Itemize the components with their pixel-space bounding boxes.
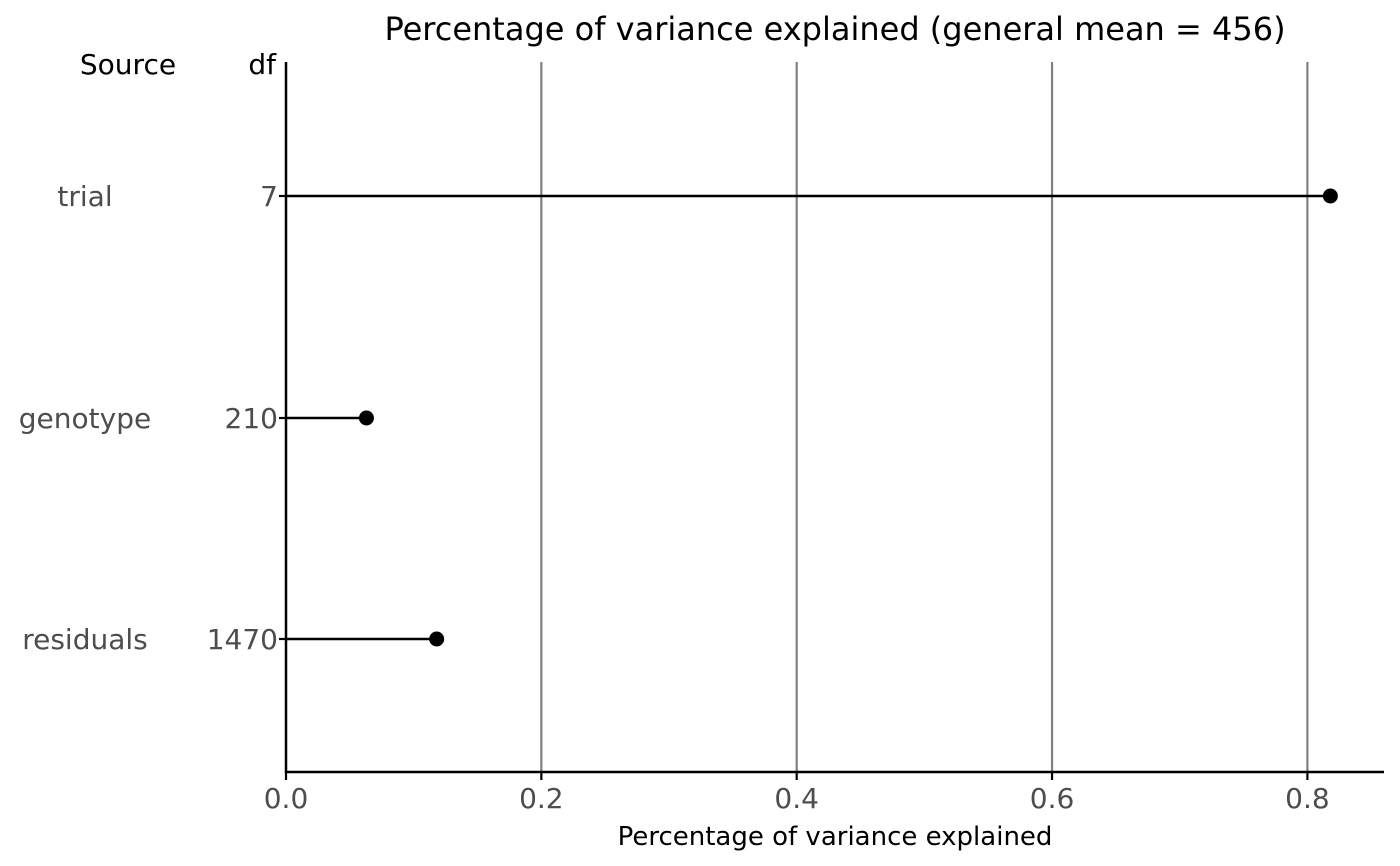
chart-title: Percentage of variance explained (genera… [384, 10, 1285, 48]
x-tick-label: 0.2 [519, 782, 564, 815]
x-tick-label: 0.8 [1285, 782, 1330, 815]
x-tick-label: 0.0 [264, 782, 309, 815]
row-label-df: 210 [225, 402, 278, 435]
axes [284, 62, 1384, 774]
column-header-source: Source [80, 48, 176, 81]
x-tick-label: 0.6 [1030, 782, 1075, 815]
gridlines [540, 62, 1309, 772]
lollipop-point-trial [1322, 188, 1338, 204]
row-label-source: residuals [22, 623, 148, 656]
x-ticks: 0.0 0.2 0.4 0.6 0.8 [264, 772, 1330, 815]
lollipop-point-genotype [358, 410, 374, 426]
data-rows: trial 7 genotype 210 residuals 1470 [19, 180, 1338, 656]
row-label-df: 7 [260, 180, 278, 213]
row-label-source: trial [57, 180, 112, 213]
x-tick-label: 0.4 [774, 782, 819, 815]
row-label-source: genotype [19, 402, 151, 435]
row-label-df: 1470 [207, 623, 278, 656]
column-header-df: df [248, 48, 277, 81]
x-axis-label: Percentage of variance explained [618, 822, 1053, 852]
lollipop-point-residuals [429, 631, 445, 647]
